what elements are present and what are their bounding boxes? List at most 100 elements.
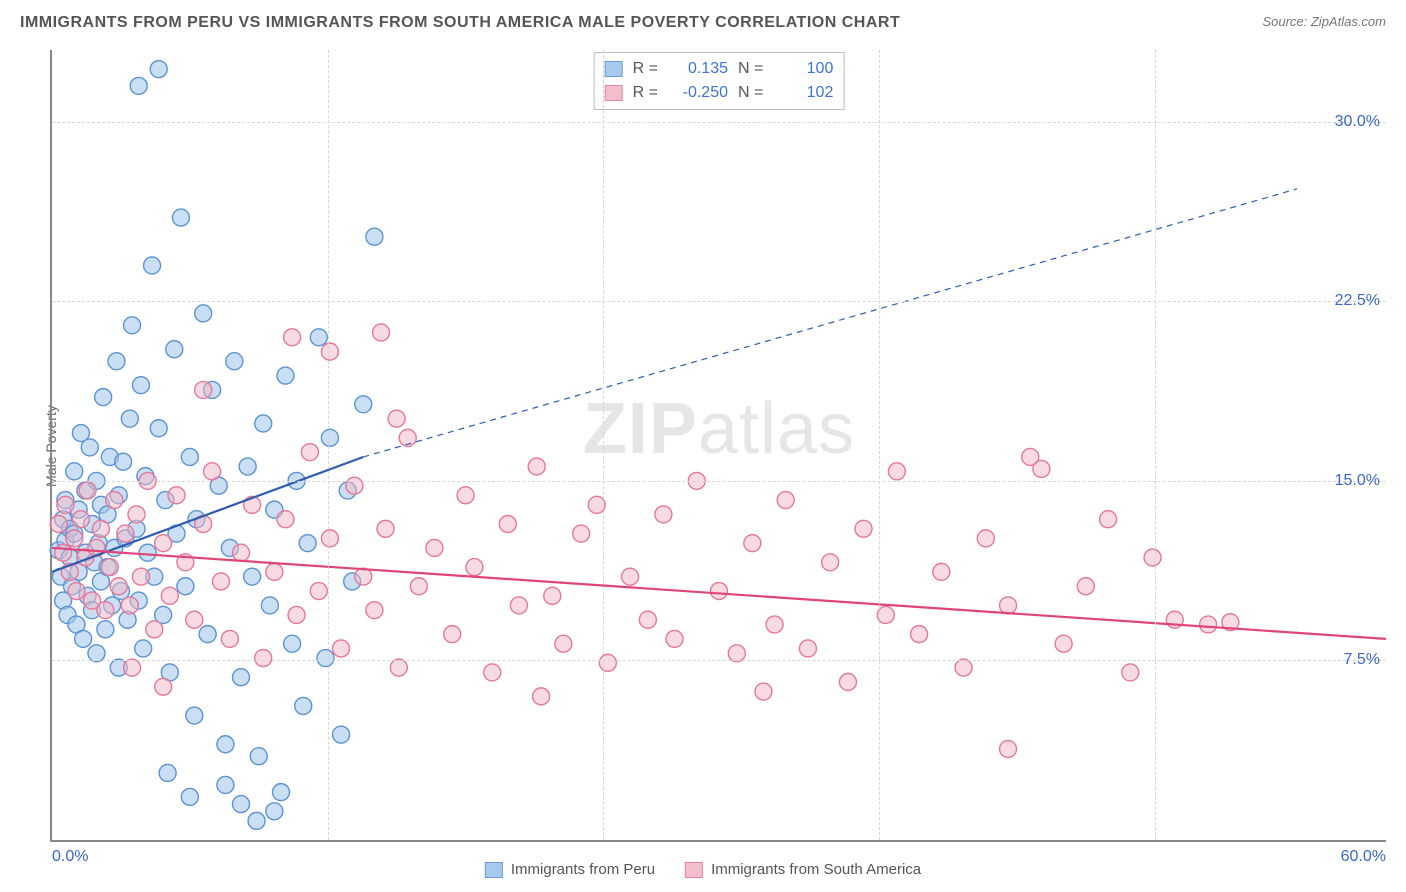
- scatter-point: [172, 209, 189, 226]
- scatter-point: [284, 329, 301, 346]
- scatter-point: [195, 305, 212, 322]
- scatter-point: [244, 568, 261, 585]
- scatter-point: [573, 525, 590, 542]
- scatter-point: [711, 583, 728, 600]
- scatter-point: [310, 583, 327, 600]
- scatter-point: [466, 559, 483, 576]
- scatter-point: [390, 659, 407, 676]
- ytick-label: 30.0%: [1335, 113, 1380, 131]
- scatter-point: [108, 353, 125, 370]
- r-label-peru: R =: [633, 57, 658, 81]
- scatter-point: [155, 678, 172, 695]
- scatter-point: [911, 626, 928, 643]
- n-value-peru: 100: [773, 57, 833, 81]
- legend-item-peru: Immigrants from Peru: [485, 861, 655, 878]
- scatter-point: [799, 640, 816, 657]
- scatter-point: [1100, 511, 1117, 528]
- scatter-point: [639, 611, 656, 628]
- scatter-point: [239, 458, 256, 475]
- stats-box: R = 0.135 N = 100 R = -0.250 N = 102: [594, 52, 845, 110]
- source-prefix: Source:: [1262, 14, 1310, 29]
- scatter-point: [199, 626, 216, 643]
- scatter-point: [72, 511, 89, 528]
- scatter-point: [221, 630, 238, 647]
- scatter-point: [261, 597, 278, 614]
- scatter-point: [248, 812, 265, 829]
- regression-line: [52, 548, 1386, 639]
- scatter-point: [186, 611, 203, 628]
- scatter-point: [426, 539, 443, 556]
- n-label-peru: N =: [738, 57, 763, 81]
- scatter-point: [55, 544, 72, 561]
- scatter-point: [1200, 616, 1217, 633]
- scatter-point: [288, 606, 305, 623]
- ytick-label: 7.5%: [1344, 651, 1380, 669]
- scatter-point: [444, 626, 461, 643]
- scatter-point: [366, 228, 383, 245]
- scatter-point: [232, 796, 249, 813]
- scatter-point: [212, 573, 229, 590]
- scatter-svg: [52, 50, 1386, 840]
- scatter-point: [744, 535, 761, 552]
- scatter-point: [622, 568, 639, 585]
- scatter-point: [97, 621, 114, 638]
- scatter-point: [95, 389, 112, 406]
- scatter-point: [159, 764, 176, 781]
- gridline-v: [603, 50, 604, 840]
- scatter-point: [666, 630, 683, 647]
- legend-label-peru: Immigrants from Peru: [511, 861, 655, 878]
- scatter-point: [50, 516, 67, 533]
- scatter-point: [855, 520, 872, 537]
- scatter-point: [284, 635, 301, 652]
- n-value-sa: 102: [773, 81, 833, 105]
- gridline-v: [879, 50, 880, 840]
- scatter-point: [510, 597, 527, 614]
- legend-swatch-sa: [685, 862, 703, 878]
- scatter-point: [92, 520, 109, 537]
- scatter-point: [377, 520, 394, 537]
- scatter-point: [277, 367, 294, 384]
- scatter-point: [168, 487, 185, 504]
- scatter-point: [250, 748, 267, 765]
- scatter-point: [777, 492, 794, 509]
- scatter-point: [977, 530, 994, 547]
- scatter-point: [301, 444, 318, 461]
- scatter-point: [299, 535, 316, 552]
- scatter-point: [66, 463, 83, 480]
- scatter-point: [121, 597, 138, 614]
- scatter-point: [106, 492, 123, 509]
- scatter-point: [217, 736, 234, 753]
- scatter-point: [166, 341, 183, 358]
- xtick-label: 60.0%: [1341, 848, 1386, 866]
- scatter-point: [124, 317, 141, 334]
- scatter-point: [273, 784, 290, 801]
- scatter-point: [333, 726, 350, 743]
- stats-row-sa: R = -0.250 N = 102: [605, 81, 834, 105]
- scatter-point: [1144, 549, 1161, 566]
- scatter-point: [410, 578, 427, 595]
- scatter-point: [121, 410, 138, 427]
- scatter-point: [655, 506, 672, 523]
- scatter-point: [226, 353, 243, 370]
- scatter-point: [266, 803, 283, 820]
- gridline-h: [52, 660, 1386, 661]
- scatter-point: [1000, 597, 1017, 614]
- legend-swatch-peru: [485, 862, 503, 878]
- scatter-point: [101, 559, 118, 576]
- scatter-point: [177, 578, 194, 595]
- scatter-point: [822, 554, 839, 571]
- scatter-point: [124, 659, 141, 676]
- scatter-point: [1000, 741, 1017, 758]
- scatter-point: [544, 587, 561, 604]
- r-value-sa: -0.250: [668, 81, 728, 105]
- scatter-point: [155, 535, 172, 552]
- scatter-point: [728, 645, 745, 662]
- scatter-point: [75, 630, 92, 647]
- scatter-point: [355, 568, 372, 585]
- scatter-point: [186, 707, 203, 724]
- scatter-point: [232, 544, 249, 561]
- scatter-point: [839, 674, 856, 691]
- scatter-point: [117, 525, 134, 542]
- legend-item-sa: Immigrants from South America: [685, 861, 921, 878]
- scatter-point: [132, 377, 149, 394]
